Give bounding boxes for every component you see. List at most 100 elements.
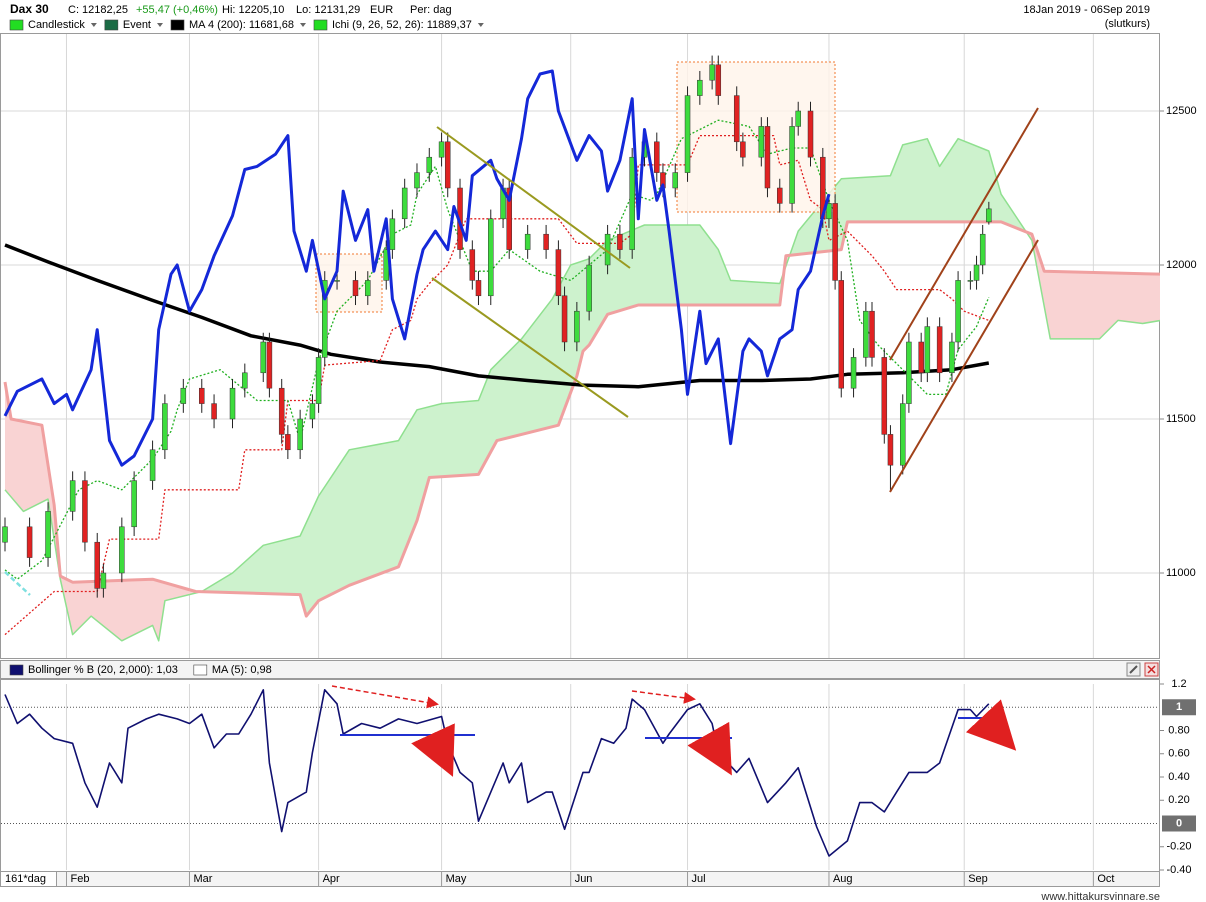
y-tick-label: 11500	[1166, 413, 1196, 425]
legend-label: Event	[123, 19, 151, 31]
candle-body	[838, 280, 845, 389]
currency: EUR	[370, 4, 393, 16]
y-tick-label: 12500	[1166, 105, 1197, 117]
legend-swatch	[193, 664, 208, 676]
candle-body	[832, 203, 838, 281]
x-tick-label: Aug	[833, 873, 853, 885]
period-label: 161*dag	[5, 873, 46, 885]
candle-body	[973, 264, 980, 281]
x-axis: Feb Mar Apr May Jun Jul Aug Sep Oct	[65, 872, 1114, 886]
line-series	[4, 134, 990, 636]
period: Per: dag	[410, 4, 452, 16]
legend-swatch	[9, 19, 24, 31]
candle-body	[777, 187, 783, 204]
y-tick-label: -0.40	[1166, 864, 1191, 876]
trend-line	[889, 239, 1039, 493]
ichimoku-cloud	[3, 137, 1160, 642]
legend-dropdown	[157, 23, 163, 27]
candle-body	[488, 218, 494, 297]
legend-label: Candlestick	[28, 19, 85, 31]
y-tick-label: 12000	[1166, 259, 1197, 271]
candle-body	[100, 572, 107, 589]
candle-body	[334, 280, 340, 282]
candle-body	[869, 310, 875, 358]
candle-body	[131, 480, 137, 528]
candle-body	[758, 126, 765, 158]
y-tick-label: 0.60	[1168, 748, 1189, 760]
candle-body	[352, 280, 359, 297]
candle-body	[826, 203, 832, 220]
candle-body	[586, 264, 592, 312]
candle-body	[45, 511, 51, 558]
candle-body	[229, 387, 236, 420]
candle-body	[365, 280, 371, 297]
candle-body	[986, 208, 992, 223]
candle-body	[199, 387, 205, 404]
candle-body	[715, 64, 722, 96]
grid: 1.2 1 0.80 0.60 0.40 0.20 0 -0.20 -0.40	[1, 678, 1196, 876]
candle-body	[967, 280, 974, 282]
legend-swatch	[313, 19, 328, 31]
line-series	[4, 243, 990, 389]
x-tick-label: May	[446, 873, 467, 885]
candle-body	[297, 418, 303, 451]
candle-body	[69, 480, 76, 512]
high-label: Hi: 12205,10	[222, 4, 284, 16]
candle-body	[211, 403, 217, 420]
candle-body	[764, 126, 771, 189]
candle-body	[684, 95, 691, 173]
x-tick-label: Feb	[70, 873, 89, 885]
trend-line	[4, 571, 31, 596]
legend: Bollinger % B (20, 2,000): 1,03 MA (5): 0…	[9, 664, 272, 676]
legend-dropdown	[90, 23, 97, 27]
reference-label-box	[1162, 699, 1196, 716]
line-series	[4, 689, 990, 857]
price-type: (slutkurs)	[1105, 18, 1150, 30]
candle-body	[180, 387, 187, 404]
x-tick-label: Mar	[193, 873, 212, 885]
top-lines	[3, 69, 831, 467]
y-tick-label: 11000	[1166, 567, 1196, 579]
candle-body	[475, 280, 482, 297]
candle-body	[740, 141, 746, 158]
candle-body	[672, 172, 678, 189]
period-box	[0, 871, 57, 887]
line-series	[3, 69, 831, 467]
y-tick-label: 0.40	[1168, 771, 1189, 783]
candle-body	[94, 541, 100, 589]
candle-body	[321, 280, 328, 358]
candle-body	[309, 403, 316, 420]
line-series	[3, 220, 1160, 618]
candle-body	[918, 341, 924, 374]
legend-label: MA (5): 0,98	[212, 664, 272, 676]
candle-body	[389, 218, 396, 250]
candle-body	[26, 526, 33, 558]
header-bar	[0, 0, 1160, 33]
candle-body	[260, 341, 267, 374]
candle-body	[119, 526, 125, 574]
candle-body	[555, 249, 562, 297]
candle-body	[82, 480, 88, 543]
cloud-fill-down	[5, 138, 1160, 641]
candle-body	[162, 403, 168, 451]
candle-body	[881, 357, 888, 435]
candle-body	[438, 141, 445, 158]
candle-body	[315, 357, 322, 404]
legend-label: MA 4 (200): 11681,68	[189, 19, 294, 31]
candle-body	[863, 310, 869, 358]
candle-body	[149, 449, 156, 481]
candle-body	[543, 233, 549, 250]
close-label: C: 12182,25	[68, 4, 128, 16]
candle-body	[2, 526, 8, 543]
x-tick-label: Jun	[575, 873, 593, 885]
annotation-arrow	[331, 685, 439, 709]
candle-body	[278, 387, 285, 435]
close-glyph	[1147, 665, 1156, 674]
trend-lines	[4, 107, 1039, 596]
source: www.hittakursvinnare.se	[1040, 891, 1160, 902]
instrument: Dax 30	[10, 2, 49, 16]
candle-body	[506, 187, 512, 250]
candle-body	[887, 434, 894, 466]
